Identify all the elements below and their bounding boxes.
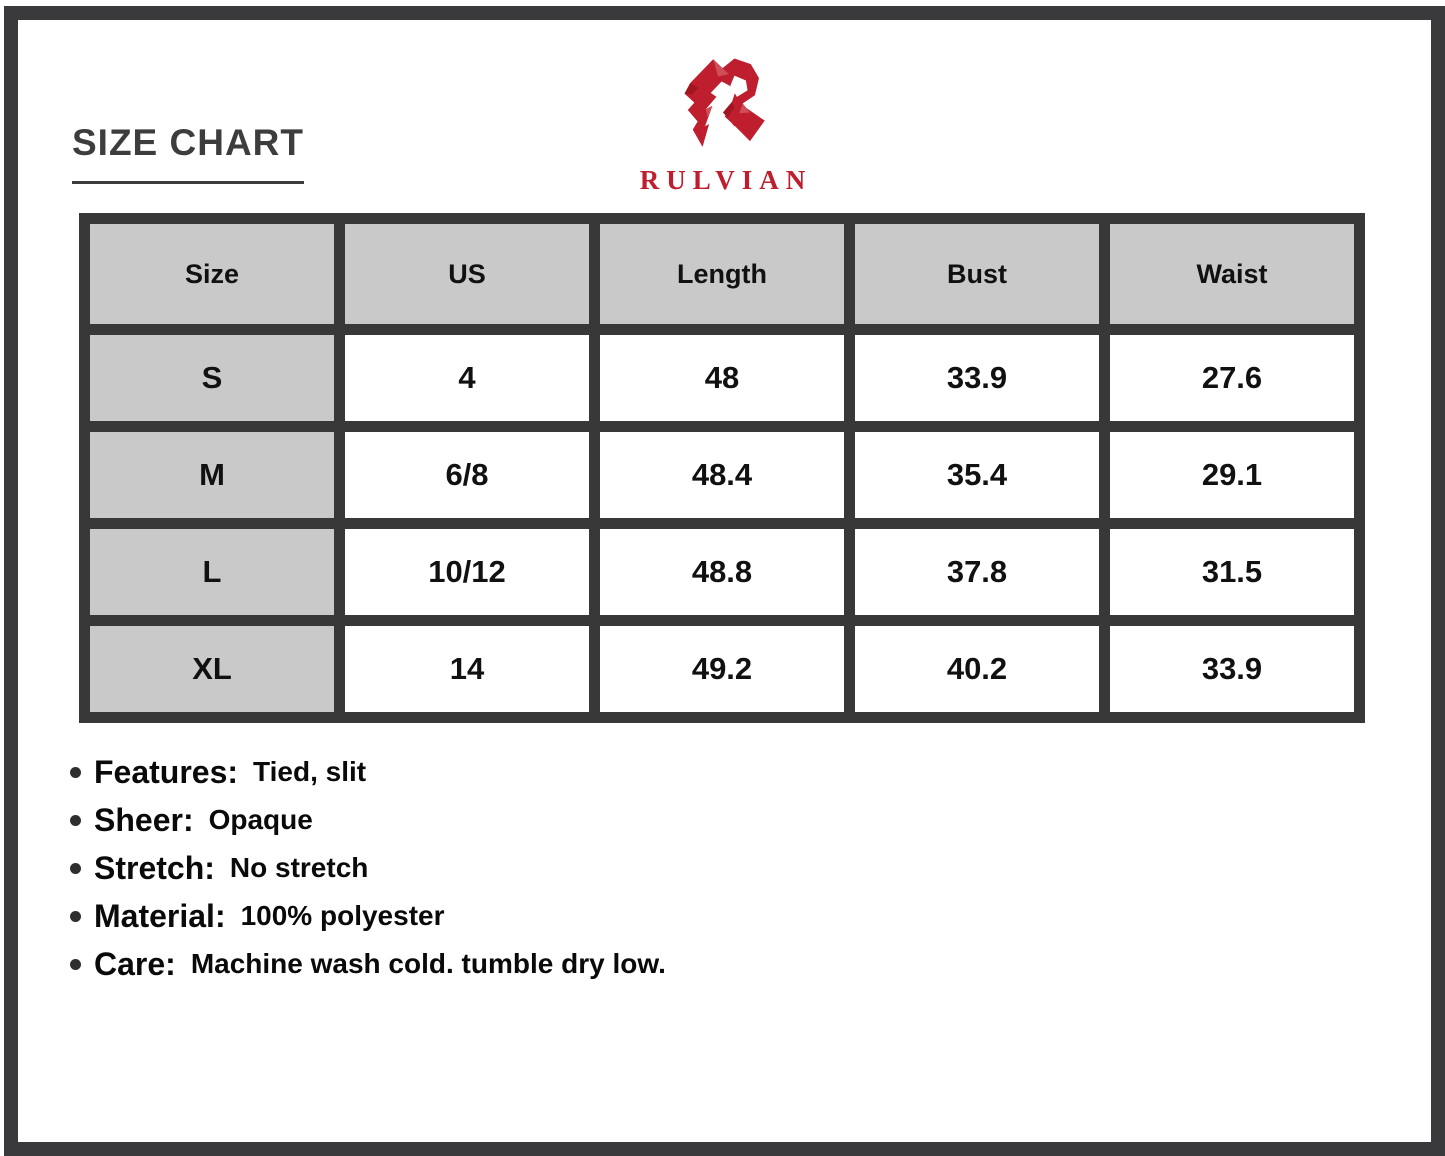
size-label-cell: L [90,529,334,615]
length-cell: 48.4 [600,432,844,518]
waist-cell: 27.6 [1110,335,1354,421]
bust-cell: 33.9 [855,335,1099,421]
bullet-icon [70,766,81,778]
table-row-xl: XL 14 49.2 40.2 33.9 [90,626,1354,712]
brand-name: RULVIAN [639,165,813,195]
bullet-icon [70,958,81,970]
length-cell: 49.2 [600,626,844,712]
detail-value: Opaque [208,804,313,835]
column-header-waist: Waist [1110,224,1354,324]
detail-item-stretch: Stretch: No stretch [70,844,666,892]
size-label-cell: M [90,432,334,518]
length-cell: 48 [600,335,844,421]
waist-cell: 29.1 [1110,432,1354,518]
detail-value: 100% polyester [240,900,445,931]
detail-label: Material: [94,897,226,934]
brand-logo: RULVIAN [0,44,1445,196]
page-title: SIZE CHART [72,122,304,163]
waist-cell: 31.5 [1110,529,1354,615]
product-details-list: Features: Tied, slit Sheer: Opaque Stret… [70,748,666,988]
bust-cell: 35.4 [855,432,1099,518]
table-row-s: S 4 48 33.9 27.6 [90,335,1354,421]
detail-label: Stretch: [94,849,215,886]
bust-cell: 40.2 [855,626,1099,712]
detail-value: Tied, slit [253,756,367,787]
brand-logo-r-icon [684,58,765,147]
us-cell: 14 [345,626,589,712]
table-row-l: L 10/12 48.8 37.8 31.5 [90,529,1354,615]
table-row-m: M 6/8 48.4 35.4 29.1 [90,432,1354,518]
detail-item-material: Material: 100% polyester [70,892,666,940]
detail-label: Sheer: [94,801,194,838]
detail-value: No stretch [229,852,369,883]
title-underline [72,181,304,184]
detail-label: Care: [94,945,176,982]
column-header-us: US [345,224,589,324]
size-chart-table: Size US Length Bust Waist S 4 48 33.9 27… [79,213,1365,723]
us-cell: 4 [345,335,589,421]
column-header-bust: Bust [855,224,1099,324]
size-label-cell: S [90,335,334,421]
column-header-size: Size [90,224,334,324]
detail-item-sheer: Sheer: Opaque [70,796,666,844]
us-cell: 6/8 [345,432,589,518]
bullet-icon [70,910,81,922]
bust-cell: 37.8 [855,529,1099,615]
column-header-length: Length [600,224,844,324]
waist-cell: 33.9 [1110,626,1354,712]
detail-label: Features: [94,753,239,790]
detail-item-features: Features: Tied, slit [70,748,666,796]
table-header-row: Size US Length Bust Waist [90,224,1354,324]
us-cell: 10/12 [345,529,589,615]
bullet-icon [70,814,81,826]
bullet-icon [70,862,81,874]
detail-item-care: Care: Machine wash cold. tumble dry low. [70,940,666,988]
size-label-cell: XL [90,626,334,712]
detail-value: Machine wash cold. tumble dry low. [190,948,666,979]
length-cell: 48.8 [600,529,844,615]
